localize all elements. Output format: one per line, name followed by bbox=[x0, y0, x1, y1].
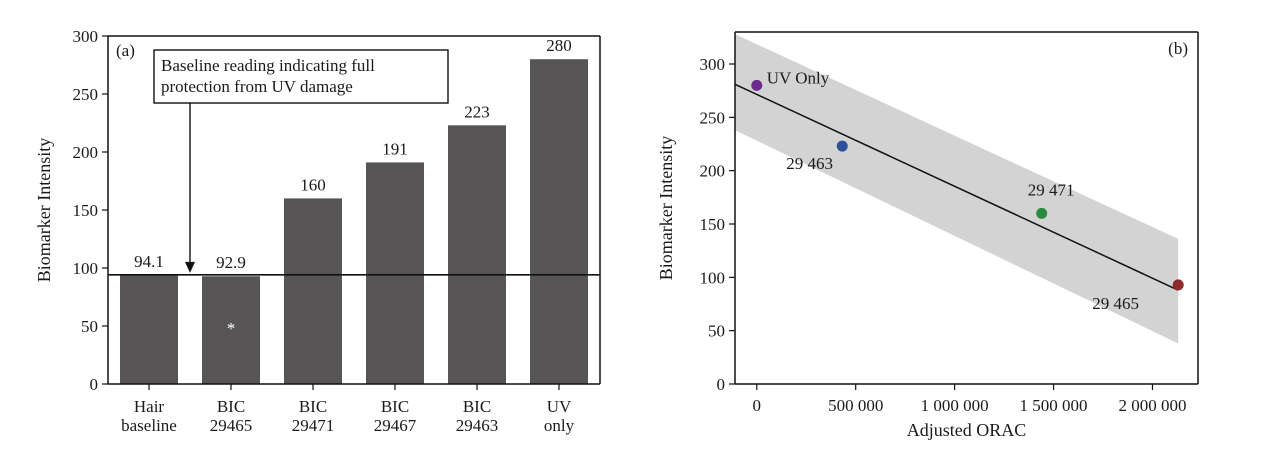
y-axis-title-a: Biomarker Intensity bbox=[34, 138, 54, 282]
data-point bbox=[836, 140, 848, 152]
significance-marker: * bbox=[227, 319, 236, 338]
panel-a-bar-chart: 050100150200250300HairbaselineBIC29465BI… bbox=[34, 27, 601, 435]
y-tick-label: 300 bbox=[73, 27, 99, 46]
confidence-band bbox=[735, 34, 1179, 344]
x-tick-label: 29467 bbox=[374, 416, 417, 435]
bar bbox=[366, 162, 424, 384]
bar bbox=[448, 125, 506, 384]
point-label: 29 465 bbox=[1092, 294, 1139, 313]
x-tick-label: BIC bbox=[299, 397, 327, 416]
data-label: 223 bbox=[464, 102, 490, 121]
x-tick-label: 29465 bbox=[210, 416, 253, 435]
point-label: UV Only bbox=[767, 68, 830, 87]
x-tick-label: BIC bbox=[217, 397, 245, 416]
y-tick-label: 250 bbox=[73, 85, 99, 104]
ticks-a: 050100150200250300HairbaselineBIC29465BI… bbox=[73, 27, 575, 435]
fit-line-group bbox=[734, 83, 1179, 291]
data-label: 280 bbox=[546, 36, 572, 55]
x-tick-label: Hair bbox=[134, 397, 165, 416]
annotation-text: protection from UV damage bbox=[161, 77, 353, 96]
bar-group bbox=[120, 59, 588, 384]
ticks-b: 0 50 100 150 200 250 300 0 500 000 1 000 000 1 500… bbox=[700, 55, 1187, 415]
data-label: 94.1 bbox=[134, 252, 164, 271]
data-label: 92.9 bbox=[216, 253, 246, 272]
confidence-band-group bbox=[735, 34, 1179, 344]
y-tick-label: 0 bbox=[90, 375, 99, 394]
y-tick-label: 50 bbox=[708, 322, 725, 341]
fit-line bbox=[734, 83, 1179, 291]
annotation-arrow-head bbox=[185, 261, 195, 273]
x-tick-label: 0 bbox=[753, 396, 762, 415]
y-tick-label: 300 bbox=[700, 55, 726, 74]
bar bbox=[202, 276, 260, 384]
x-tick-label: BIC bbox=[463, 397, 491, 416]
point-labels-b: UV Only 29 463 29 471 29 465 bbox=[767, 68, 1139, 313]
bar bbox=[530, 59, 588, 384]
data-label: 160 bbox=[300, 175, 326, 194]
y-tick-label: 0 bbox=[717, 375, 726, 394]
panel-b-scatter-chart: 0 50 100 150 200 250 300 0 500 000 1 000 000 1 500… bbox=[656, 31, 1199, 440]
panel-label-b: (b) bbox=[1168, 39, 1188, 58]
panel-label-a: (a) bbox=[116, 41, 135, 60]
bar bbox=[284, 198, 342, 384]
data-labels-a: 94.1 92.9 160 191 223 280 * bbox=[134, 36, 572, 338]
data-point bbox=[751, 79, 763, 91]
data-point bbox=[1172, 279, 1184, 291]
x-tick-label: 500 000 bbox=[828, 396, 883, 415]
x-tick-label: UV bbox=[547, 397, 572, 416]
data-point bbox=[1036, 207, 1048, 219]
annotation-box bbox=[153, 49, 449, 104]
x-tick-label: BIC bbox=[381, 397, 409, 416]
y-tick-label: 200 bbox=[700, 162, 726, 181]
x-tick-label: 1 000 000 bbox=[921, 396, 989, 415]
y-tick-label: 150 bbox=[700, 215, 726, 234]
data-label: 191 bbox=[382, 139, 408, 158]
x-tick-label: baseline bbox=[121, 416, 177, 435]
y-tick-label: 100 bbox=[73, 259, 99, 278]
point-label: 29 463 bbox=[786, 154, 833, 173]
point-label: 29 471 bbox=[1028, 180, 1075, 199]
annotation-group: Baseline reading indicating full protecti… bbox=[153, 49, 449, 273]
y-tick-label: 150 bbox=[73, 201, 99, 220]
y-tick-label: 100 bbox=[700, 268, 726, 287]
x-axis-title-b: Adjusted ORAC bbox=[907, 420, 1027, 440]
x-tick-label: 1 500 000 bbox=[1020, 396, 1088, 415]
bar bbox=[120, 274, 178, 384]
y-tick-label: 200 bbox=[73, 143, 99, 162]
annotation-text: Baseline reading indicating full bbox=[161, 56, 375, 75]
x-tick-label: only bbox=[544, 416, 575, 435]
y-tick-label: 250 bbox=[700, 108, 726, 127]
x-tick-label: 2 000 000 bbox=[1118, 396, 1186, 415]
y-axis-title-b: Biomarker Intensity bbox=[656, 136, 676, 280]
axes-b bbox=[734, 31, 1199, 385]
x-tick-label: 29471 bbox=[292, 416, 335, 435]
points-b bbox=[751, 79, 1184, 291]
y-tick-label: 50 bbox=[81, 317, 98, 336]
x-tick-label: 29463 bbox=[456, 416, 499, 435]
